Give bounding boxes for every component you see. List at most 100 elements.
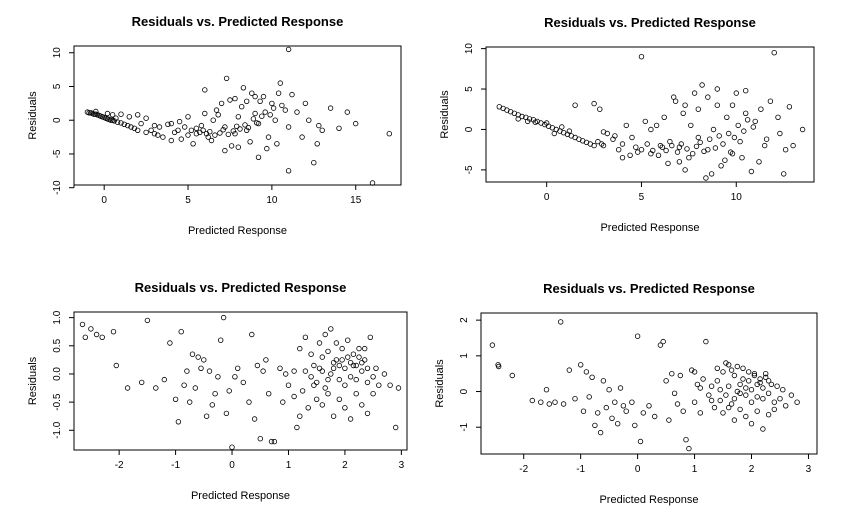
data-point bbox=[771, 50, 777, 56]
data-point bbox=[623, 122, 629, 129]
data-point bbox=[255, 154, 262, 160]
data-point bbox=[151, 130, 158, 137]
data-point bbox=[663, 378, 669, 384]
data-point bbox=[104, 110, 111, 117]
data-point bbox=[275, 90, 282, 96]
data-point bbox=[717, 397, 723, 404]
data-point bbox=[227, 97, 233, 103]
data-point bbox=[165, 121, 171, 127]
data-point bbox=[726, 130, 732, 137]
chart-title: Residuals vs. Predicted Response bbox=[543, 281, 755, 296]
data-point bbox=[743, 87, 749, 94]
data-point bbox=[350, 351, 357, 357]
data-point bbox=[113, 362, 119, 369]
data-point bbox=[195, 354, 201, 360]
data-point bbox=[572, 102, 578, 108]
data-point bbox=[720, 410, 726, 416]
data-point bbox=[671, 94, 677, 100]
data-point bbox=[572, 396, 578, 402]
data-point bbox=[723, 360, 729, 366]
data-point bbox=[314, 379, 320, 386]
data-point bbox=[265, 134, 272, 140]
data-point bbox=[786, 104, 793, 110]
data-point bbox=[254, 120, 260, 126]
data-point bbox=[79, 321, 86, 328]
data-point bbox=[489, 342, 496, 348]
data-point bbox=[347, 374, 354, 380]
data-point bbox=[155, 132, 161, 138]
data-point bbox=[353, 376, 359, 383]
chart-title: Residuals vs. Predicted Response bbox=[132, 14, 344, 29]
data-point bbox=[233, 123, 240, 129]
data-point bbox=[619, 154, 626, 161]
y-tick-label: 10 bbox=[464, 43, 475, 55]
data-point bbox=[597, 429, 604, 436]
data-point bbox=[175, 419, 182, 425]
data-point bbox=[774, 383, 780, 389]
x-tick-label: 15 bbox=[350, 195, 362, 206]
data-point bbox=[319, 354, 325, 360]
data-point bbox=[652, 413, 658, 420]
data-point bbox=[695, 134, 701, 141]
data-point bbox=[760, 385, 766, 391]
y-tick-label: 5 bbox=[464, 86, 475, 92]
data-point bbox=[202, 110, 208, 117]
data-point bbox=[519, 113, 525, 120]
data-point bbox=[777, 130, 783, 137]
data-point bbox=[592, 422, 598, 429]
data-point bbox=[252, 93, 258, 100]
data-point bbox=[108, 117, 114, 123]
data-point bbox=[737, 406, 743, 413]
data-point bbox=[353, 391, 359, 397]
data-point bbox=[240, 85, 247, 91]
data-point bbox=[225, 131, 231, 138]
data-point bbox=[695, 106, 701, 112]
data-point bbox=[525, 118, 531, 125]
data-point bbox=[99, 334, 105, 340]
data-point bbox=[138, 120, 144, 127]
data-point bbox=[737, 390, 743, 396]
data-point bbox=[644, 141, 650, 147]
data-point bbox=[268, 438, 275, 445]
data-point bbox=[121, 121, 127, 127]
data-point bbox=[703, 175, 709, 181]
data-point bbox=[316, 122, 322, 129]
data-point bbox=[546, 401, 552, 407]
data-point bbox=[215, 112, 221, 118]
x-tick-label: 3 bbox=[806, 464, 812, 475]
data-point bbox=[763, 136, 770, 142]
data-point bbox=[176, 118, 183, 125]
data-point bbox=[235, 114, 241, 120]
data-point bbox=[708, 171, 715, 177]
data-point bbox=[728, 367, 735, 373]
data-point bbox=[185, 114, 191, 120]
data-point bbox=[297, 345, 303, 352]
x-tick-label: 1 bbox=[286, 460, 292, 471]
data-point bbox=[691, 399, 698, 405]
data-point bbox=[743, 385, 749, 391]
data-point bbox=[538, 399, 544, 405]
y-tick-label: -1 bbox=[459, 422, 470, 431]
data-point bbox=[775, 114, 781, 120]
data-point bbox=[741, 128, 747, 134]
data-point bbox=[580, 408, 587, 414]
chart-title: Residuals vs. Predicted Response bbox=[135, 280, 347, 295]
x-tick-label: 5 bbox=[639, 192, 645, 203]
data-point bbox=[260, 93, 267, 100]
data-point bbox=[768, 381, 775, 388]
data-point bbox=[217, 337, 224, 343]
data-point bbox=[344, 109, 350, 115]
data-point bbox=[249, 331, 255, 338]
x-tick-label: 2 bbox=[342, 460, 348, 471]
data-point bbox=[314, 141, 320, 147]
data-point bbox=[735, 122, 741, 129]
data-point bbox=[370, 391, 376, 397]
data-point bbox=[595, 410, 601, 416]
data-point bbox=[758, 106, 764, 112]
data-point bbox=[257, 98, 263, 104]
data-point bbox=[110, 329, 117, 335]
data-point bbox=[756, 159, 762, 165]
data-point bbox=[220, 314, 227, 321]
data-point bbox=[589, 374, 595, 380]
data-point bbox=[213, 107, 220, 113]
